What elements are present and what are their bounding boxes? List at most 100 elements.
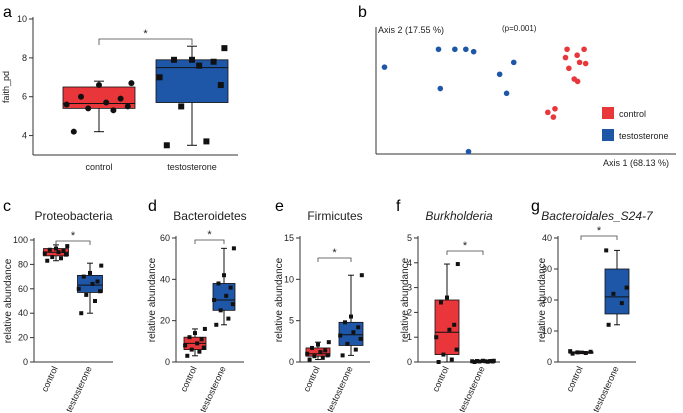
data-point — [222, 273, 226, 278]
data-point — [230, 302, 235, 307]
data-point — [323, 348, 328, 353]
y-axis-label: relative abundance — [3, 258, 14, 343]
y-tick-label: 15 — [284, 233, 294, 243]
significance-star: * — [597, 225, 602, 237]
y-tick-label: 20 — [542, 295, 552, 305]
data-point — [84, 292, 89, 297]
data-point — [187, 335, 192, 340]
y-tick-label: 40 — [542, 233, 552, 243]
panel-title: Proteobacteria — [34, 209, 112, 223]
panel-e-firmicutes: 0 5 10 15 relative abundance Firmicutes contro… — [274, 209, 370, 413]
y-tick-label: 5 — [289, 316, 294, 326]
y-tick-label: 20 — [160, 316, 170, 326]
data-point — [214, 322, 219, 327]
scatter-point-control — [581, 46, 587, 53]
data-point — [325, 353, 330, 358]
box-control — [434, 299, 460, 355]
x-category-label: control — [430, 365, 450, 394]
data-point — [475, 359, 479, 364]
data-point — [201, 345, 206, 350]
y-tick-label: 0 — [165, 357, 170, 367]
data-point — [575, 350, 580, 355]
data-point — [358, 336, 363, 341]
scatter-point-testosterone — [510, 59, 517, 66]
panel-b-pcoa: Axis 2 (17.55 %) Axis 1 (68.13 %) (p=0.001… — [375, 24, 676, 168]
data-point — [316, 342, 320, 347]
data-point — [305, 351, 310, 356]
data-point — [88, 270, 92, 275]
data-point — [65, 244, 70, 249]
data-point — [216, 281, 221, 286]
data-point — [307, 357, 312, 362]
data-point — [221, 45, 228, 52]
data-point — [485, 359, 490, 364]
scatter-point-testosterone — [470, 48, 477, 55]
data-point — [78, 93, 84, 100]
data-point — [61, 248, 66, 253]
data-point — [472, 360, 477, 364]
data-point — [604, 248, 609, 253]
scatter-point-testosterone — [463, 46, 469, 53]
x-category-label: control — [178, 365, 198, 394]
data-point — [64, 252, 68, 257]
x-category-label: testosterone — [591, 365, 621, 413]
data-point — [436, 360, 441, 364]
legend-swatch-testosterone — [602, 129, 614, 141]
data-point — [189, 347, 194, 352]
significance-bracket — [98, 38, 193, 45]
scatter-point-control — [552, 105, 558, 112]
x-category-label: testosterone — [457, 365, 487, 413]
data-point — [81, 274, 86, 279]
data-point — [455, 262, 460, 267]
y-axis-label: relative abundance — [537, 257, 548, 342]
y-tick-label: 4 — [407, 258, 412, 268]
data-point — [447, 327, 452, 332]
x-category-label: testosterone — [325, 365, 355, 413]
data-point — [231, 246, 236, 251]
y-tick-label: 30 — [542, 264, 552, 274]
data-point — [85, 105, 92, 112]
data-point — [50, 255, 55, 260]
y-tick-label: 60 — [18, 284, 28, 294]
y-tick-label: 3 — [407, 283, 412, 293]
data-point — [611, 291, 616, 296]
data-point — [356, 325, 361, 330]
data-point — [619, 301, 624, 306]
data-point — [128, 80, 135, 87]
data-point — [351, 330, 356, 335]
scatter-point-testosterone — [465, 148, 472, 155]
data-point — [488, 359, 493, 364]
panel-f-burkholderia: 0 1 2 3 4 5 relative abundance Burkholderia cont… — [400, 209, 500, 413]
data-point — [124, 103, 131, 110]
y-tick-label: 0 — [407, 357, 412, 367]
y-tick-label: 10 — [542, 326, 552, 336]
scatter-point-control — [574, 78, 581, 85]
y-tick-label: 40 — [160, 274, 170, 284]
data-point — [318, 350, 323, 355]
significance-star: * — [463, 240, 468, 252]
y-axis-label: relative abundance — [400, 257, 411, 342]
y-tick-label: 1 — [407, 332, 412, 342]
data-point — [312, 354, 317, 359]
data-point — [310, 345, 314, 350]
data-point — [110, 107, 117, 114]
data-point — [185, 353, 190, 358]
scatter-point-testosterone — [503, 90, 510, 97]
data-point — [202, 326, 207, 331]
data-point — [470, 359, 475, 364]
scatter-point-control — [582, 60, 589, 67]
data-point — [624, 285, 629, 290]
y-axis-label: relative abundance — [274, 257, 285, 342]
significance-bracket — [194, 239, 225, 244]
x-category-label: control — [85, 162, 112, 172]
data-point — [338, 333, 343, 338]
data-point — [568, 349, 573, 354]
scatter-point-control — [550, 114, 557, 120]
scatter-point-control — [545, 109, 551, 116]
data-point — [452, 322, 457, 327]
data-point — [326, 340, 331, 345]
data-point — [163, 142, 170, 149]
significance-star: * — [143, 28, 148, 40]
data-point — [217, 82, 224, 89]
